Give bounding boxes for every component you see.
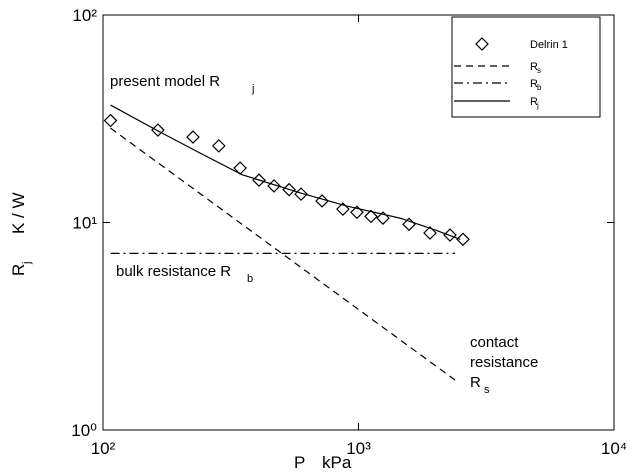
data-line [110,104,461,240]
annotation-sub: b [247,273,253,285]
annotation: resistance [470,354,538,371]
y-axis-label: Rj K / W [9,192,33,276]
data-point [151,123,165,137]
legend-label: R [530,61,538,73]
data-point [443,228,457,242]
x-tick-label: 10³ [346,439,371,458]
data-point [186,130,200,144]
y-axis-label-text: R [9,264,28,276]
y-tick-label: 10⁰ [71,421,97,440]
data-point [233,161,247,175]
annotation: present model R [110,73,220,90]
legend-label-sub: b [537,83,542,92]
annotation: contact [470,334,519,351]
data-point [376,211,390,225]
data-point [103,113,118,128]
legend-label: R [530,78,538,90]
annotation-sub: j [251,83,254,95]
legend-marker [475,37,489,51]
x-tick-label: 10² [91,439,116,458]
x-axis-unit: kPa [322,453,352,472]
y-tick-label: 10² [72,6,97,25]
data-line [110,127,456,381]
x-tick-label: 10⁴ [601,439,627,458]
data-point [336,202,350,216]
legend-label: Delrin 1 [530,39,568,51]
y-tick-label: 10¹ [72,214,97,233]
data-point [364,209,378,224]
annotation: bulk resistance R [116,263,231,280]
data-point [423,226,437,240]
x-axis-label: P [294,453,305,472]
legend-box [451,16,601,118]
legend-label-sub: j [536,101,539,110]
legend-label-sub: s [537,66,541,75]
data-point [350,205,364,220]
data-point [315,194,329,208]
data-point [211,139,226,153]
data-point [456,232,470,247]
annotation-sub: s [484,384,490,396]
y-axis-label-sub: j [21,262,33,265]
annotation: R [470,374,481,391]
y-axis-unit: K / W [9,192,28,234]
legend-label: R [530,96,538,108]
